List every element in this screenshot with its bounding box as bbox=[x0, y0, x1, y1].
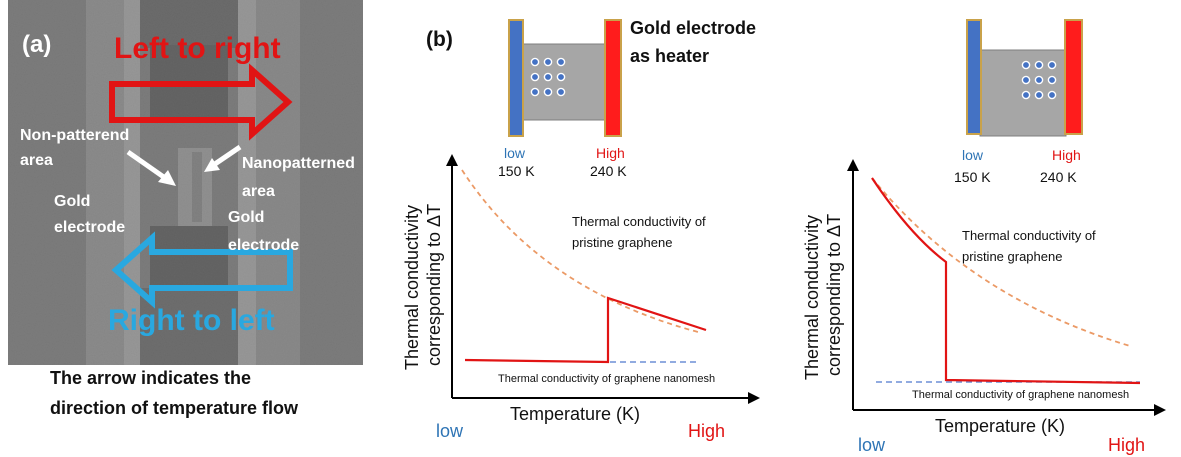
x-low-label: low bbox=[858, 435, 886, 455]
left-to-right-arrow-icon bbox=[109, 63, 293, 141]
temp-high-label: 240 K bbox=[590, 163, 627, 179]
panel-a-label: (a) bbox=[22, 31, 51, 58]
device-schematic-left bbox=[508, 19, 622, 137]
x-high-label: High bbox=[688, 421, 725, 441]
panel-b-label: (b) bbox=[426, 28, 453, 51]
electrode-high-label: High bbox=[596, 145, 625, 161]
plot-right: Thermal conductivity corresponding to ΔT… bbox=[802, 159, 1166, 455]
nanopatterned-area-label: Nanopatterned area bbox=[242, 155, 359, 200]
measured-conductivity-curve bbox=[871, 177, 1141, 385]
x-low-label: low bbox=[436, 421, 464, 441]
x-high-label: High bbox=[1108, 435, 1145, 455]
x-axis-arrow-icon bbox=[1154, 404, 1166, 416]
gold-electrode-left-label: Gold electrode bbox=[54, 193, 125, 236]
temp-low-label: 150 K bbox=[498, 163, 535, 179]
plot-left: Thermal conductivity corresponding to ΔT… bbox=[402, 154, 760, 441]
right-to-left-arrow-icon bbox=[111, 231, 293, 309]
sem-image bbox=[8, 0, 363, 365]
x-axis-arrow-icon bbox=[748, 392, 760, 404]
electrode-low-label: low bbox=[504, 145, 526, 161]
gold-electrode-right-label: Gold electrode bbox=[228, 209, 299, 254]
pristine-graphene-label: Thermal conductivity of pristine graphen… bbox=[572, 214, 709, 250]
x-axis-label: Temperature (K) bbox=[510, 404, 640, 424]
temp-low-label: 150 K bbox=[954, 169, 991, 185]
heater-label: Gold electrode as heater bbox=[630, 18, 761, 66]
arrow-label-left-to-right: Left to right bbox=[114, 32, 281, 65]
nanomesh-label: Thermal conductivity of graphene nanomes… bbox=[498, 373, 715, 385]
pointer-arrow-icon bbox=[126, 149, 176, 186]
arrow-label-right-to-left: Right to left bbox=[108, 304, 275, 337]
caption: The arrow indicates the direction of tem… bbox=[50, 368, 299, 418]
x-axis-label: Temperature (K) bbox=[935, 416, 1065, 436]
pristine-graphene-curve bbox=[461, 169, 699, 333]
nanomesh-label: Thermal conductivity of graphene nanomes… bbox=[912, 389, 1129, 401]
y-axis-label: Thermal conductivity corresponding to ΔT bbox=[802, 210, 844, 380]
y-axis-label: Thermal conductivity corresponding to ΔT bbox=[402, 200, 444, 370]
electrode-high-label: High bbox=[1052, 147, 1081, 163]
temp-high-label: 240 K bbox=[1040, 169, 1077, 185]
pristine-graphene-label: Thermal conductivity of pristine graphen… bbox=[962, 228, 1099, 264]
non-patterned-area-label: Non-patterend area bbox=[20, 127, 134, 169]
pristine-graphene-curve bbox=[871, 177, 1131, 347]
device-schematic-right bbox=[966, 19, 1083, 137]
measured-conductivity-curve bbox=[464, 296, 707, 364]
y-axis-arrow-icon bbox=[446, 154, 458, 166]
y-axis-arrow-icon bbox=[847, 159, 859, 171]
electrode-low-label: low bbox=[962, 147, 984, 163]
pointer-arrow-icon bbox=[204, 144, 242, 172]
